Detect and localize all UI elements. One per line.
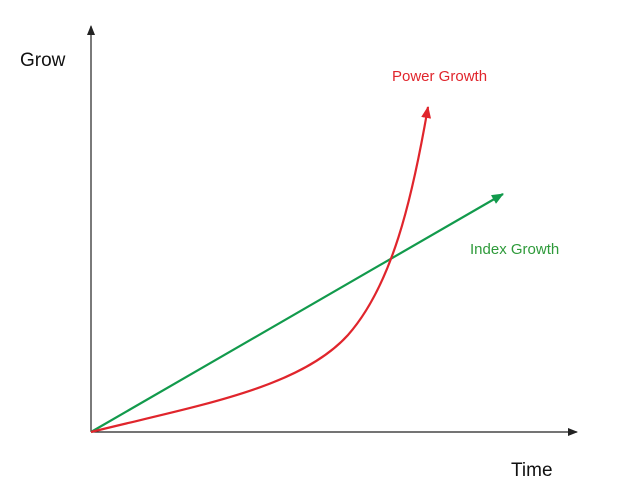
y-axis-label: Grow [20, 50, 66, 71]
power-growth-label: Power Growth [392, 68, 487, 85]
power-growth-curve [90, 106, 432, 434]
index-growth-label: Index Growth [470, 241, 559, 258]
x-axis-label: Time [511, 460, 553, 481]
index-growth-line [90, 193, 504, 433]
